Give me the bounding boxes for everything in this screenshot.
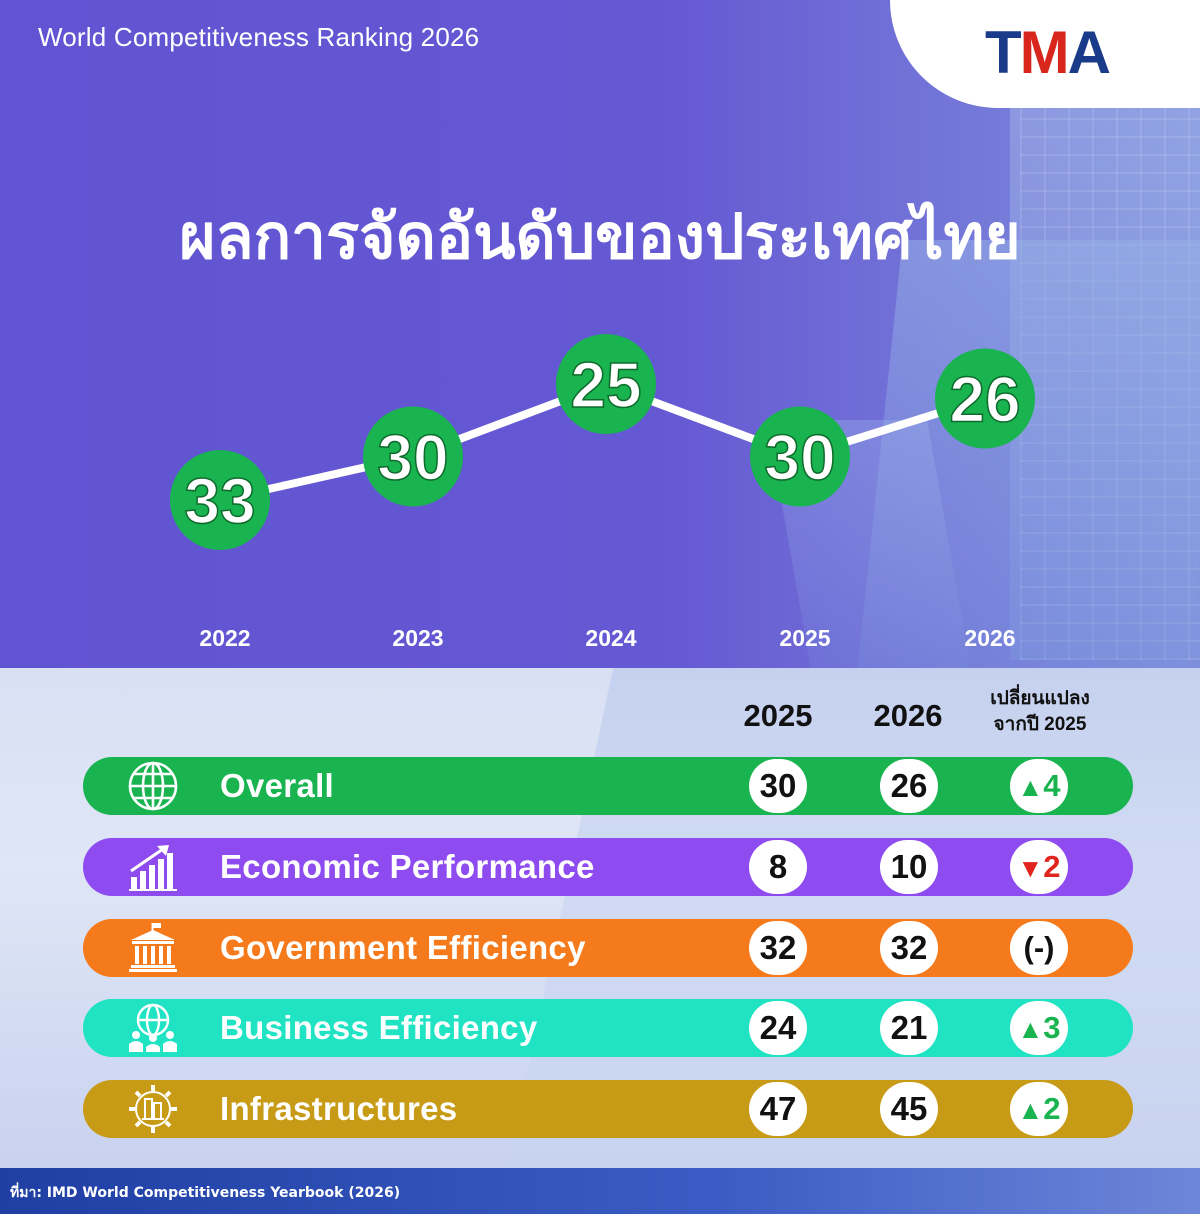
table-row: Overall 30 26 ▲4 <box>83 757 1133 815</box>
rank-2026: 10 <box>880 840 938 894</box>
column-header-2026: 2026 <box>873 698 943 733</box>
change-badge: (-) <box>1010 921 1068 975</box>
data-label: 26 <box>949 364 1020 436</box>
up-arrow-icon: ▲ <box>1017 1014 1044 1044</box>
table-row: Infrastructures 47 45 ▲2 <box>83 1080 1133 1138</box>
data-label: 33 <box>184 465 255 537</box>
x-tick-label: 2023 <box>392 625 443 651</box>
column-header-change-line2: จากปี 2025 <box>993 714 1087 735</box>
x-tick-label: 2026 <box>964 625 1015 651</box>
government-building-icon <box>127 922 179 974</box>
rank-2026: 26 <box>880 759 938 813</box>
logo-tab <box>890 0 1200 108</box>
data-point <box>363 406 463 507</box>
infrastructure-gear-icon <box>127 1083 179 1135</box>
growth-chart-icon <box>127 841 179 893</box>
top-background <box>0 0 1200 668</box>
table-row: Economic Performance 8 10 ▼2 <box>83 838 1133 896</box>
change-value: 3 <box>1043 1010 1061 1045</box>
up-arrow-icon: ▲ <box>1017 1095 1044 1125</box>
x-tick-label: 2024 <box>585 625 636 651</box>
ranking-line-chart: 33 2022 30 2023 25 2024 30 2025 26 2026 <box>170 334 1035 651</box>
footer-bar: ที่มา: IMD World Competitiveness Yearboo… <box>0 1168 1200 1214</box>
header-title: World Competitiveness Ranking 2026 <box>38 22 480 52</box>
rank-2025: 30 <box>749 759 807 813</box>
row-label: Overall <box>220 767 335 804</box>
rank-2026: 32 <box>880 921 938 975</box>
x-tick-label: 2025 <box>779 625 830 651</box>
change-value: (-) <box>1023 930 1055 965</box>
source-note: ที่มา: IMD World Competitiveness Yearboo… <box>10 1185 401 1201</box>
x-tick-label: 2022 <box>199 625 250 651</box>
row-label: Business Efficiency <box>220 1009 538 1046</box>
rank-2025: 32 <box>749 921 807 975</box>
data-point <box>556 334 656 434</box>
table-row: Business Efficiency 24 21 ▲3 <box>83 999 1133 1057</box>
rank-2025: 8 <box>749 840 807 894</box>
up-arrow-icon: ▲ <box>1017 772 1044 802</box>
change-badge: ▲2 <box>1010 1082 1068 1136</box>
row-label: Infrastructures <box>220 1090 458 1127</box>
data-point <box>935 348 1035 449</box>
change-value: 4 <box>1043 768 1061 803</box>
row-label: Economic Performance <box>220 848 595 885</box>
data-label: 25 <box>570 349 641 421</box>
down-arrow-icon: ▼ <box>1017 853 1044 883</box>
change-badge: ▲3 <box>1010 1001 1068 1055</box>
change-badge: ▲4 <box>1010 759 1068 813</box>
data-label: 30 <box>377 422 448 494</box>
business-globe-icon <box>127 1002 179 1054</box>
change-value: 2 <box>1043 849 1061 884</box>
globe-icon <box>127 760 179 812</box>
data-point <box>750 406 850 507</box>
data-point <box>170 450 270 550</box>
rank-2026: 21 <box>880 1001 938 1055</box>
page-title: ผลการจัดอันดับของประเทศไทย <box>179 200 1021 273</box>
change-badge: ▼2 <box>1010 840 1068 894</box>
column-header-2025: 2025 <box>743 698 813 733</box>
column-header-change: เปลี่ยนแปลง จากปี 2025 <box>960 686 1120 738</box>
data-label: 30 <box>764 422 835 494</box>
rank-2026: 45 <box>880 1082 938 1136</box>
column-header-change-line1: เปลี่ยนแปลง <box>990 688 1090 709</box>
row-label: Government Efficiency <box>220 929 586 966</box>
tma-logo: TMA <box>985 19 1111 86</box>
rank-2025: 24 <box>749 1001 807 1055</box>
table-row: Government Efficiency 32 32 (-) <box>83 919 1133 977</box>
change-value: 2 <box>1043 1091 1061 1126</box>
rank-2025: 47 <box>749 1082 807 1136</box>
